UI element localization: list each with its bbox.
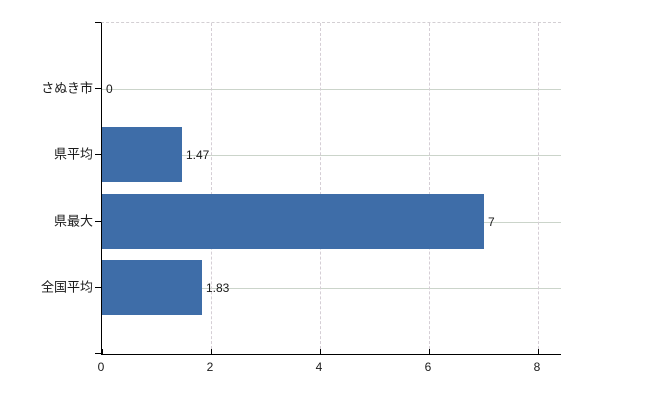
y-tick <box>95 154 101 155</box>
value-label: 0 <box>106 82 113 96</box>
y-tick <box>95 353 101 354</box>
category-label: 県平均 <box>53 146 93 162</box>
v-gridline <box>429 23 430 354</box>
x-tick-label: 4 <box>315 360 323 374</box>
v-gridline <box>211 23 212 354</box>
v-gridline <box>538 23 539 354</box>
x-tick-label: 2 <box>206 360 214 374</box>
x-tick <box>538 349 539 354</box>
h-gridline <box>102 288 561 289</box>
value-label: 1.47 <box>186 148 210 162</box>
plot-area: 0 1.47 7 1.83 <box>101 22 561 355</box>
bar <box>102 127 182 182</box>
value-label: 7 <box>488 215 495 229</box>
v-gridline <box>320 23 321 354</box>
y-tick <box>95 88 101 89</box>
y-tick <box>95 22 101 23</box>
x-tick-label: 6 <box>424 360 432 374</box>
y-tick <box>95 287 101 288</box>
category-label: 全国平均 <box>40 279 93 295</box>
x-tick <box>320 349 321 354</box>
x-tick <box>102 349 103 354</box>
y-tick <box>95 221 101 222</box>
x-tick-label: 8 <box>533 360 541 374</box>
category-label: さぬき市 <box>41 80 93 96</box>
bar <box>102 194 484 249</box>
value-label: 1.83 <box>206 281 230 295</box>
h-gridline <box>102 89 561 90</box>
bar <box>102 260 202 315</box>
category-label: 県最大 <box>53 213 93 229</box>
x-tick-label: 0 <box>97 360 105 374</box>
h-gridline <box>102 155 561 156</box>
x-tick <box>429 349 430 354</box>
x-tick <box>211 349 212 354</box>
